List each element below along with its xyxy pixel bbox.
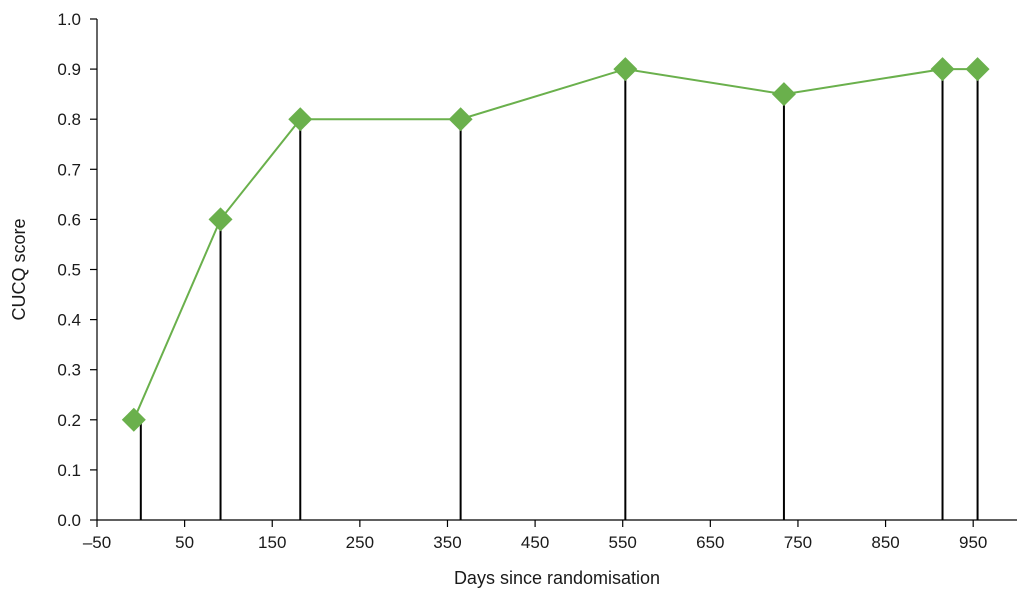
- x-ticks: –50 50 150 250 350 450 550 650 750 850 950: [83, 520, 987, 552]
- y-ticks: 0.0 0.1 0.2 0.3 0.4 0.5 0.6 0.7 0.8 0.9 1.0: [57, 10, 97, 530]
- x-tick-label: 950: [959, 533, 987, 552]
- series-line: [132, 68, 978, 421]
- y-tick-label: 0.7: [57, 160, 81, 179]
- y-tick-label: 0.9: [57, 60, 81, 79]
- x-tick-label: 50: [175, 533, 194, 552]
- vertical-lines: [139, 69, 979, 520]
- y-tick-label: 0.2: [57, 411, 81, 430]
- data-point: [771, 82, 796, 107]
- y-tick-label: 0.4: [57, 311, 81, 330]
- data-point: [208, 207, 233, 232]
- data-point: [288, 107, 313, 132]
- y-tick-label: 0.3: [57, 361, 81, 380]
- y-tick-label: 1.0: [57, 10, 81, 29]
- x-tick-label: 350: [433, 533, 461, 552]
- y-tick-label: 0.1: [57, 461, 81, 480]
- data-point: [613, 57, 638, 82]
- x-axis-title: Days since randomisation: [454, 568, 660, 588]
- x-tick-label: 450: [521, 533, 549, 552]
- x-tick-label: 850: [871, 533, 899, 552]
- x-tick-label: –50: [83, 533, 111, 552]
- y-tick-label: 0.6: [57, 210, 81, 229]
- y-tick-label: 0.8: [57, 110, 81, 129]
- x-tick-label: 650: [696, 533, 724, 552]
- axes: [96, 19, 1017, 521]
- y-tick-label: 0.5: [57, 261, 81, 280]
- y-axis-title: CUCQ score: [9, 218, 29, 320]
- x-tick-label: 550: [609, 533, 637, 552]
- data-point: [930, 57, 955, 82]
- data-point: [965, 57, 990, 82]
- data-point: [448, 107, 473, 132]
- series-group: [121, 57, 990, 432]
- x-tick-label: 150: [258, 533, 286, 552]
- x-tick-label: 250: [346, 533, 374, 552]
- data-point: [121, 407, 146, 432]
- y-tick-label: 0.0: [57, 511, 81, 530]
- x-tick-label: 750: [784, 533, 812, 552]
